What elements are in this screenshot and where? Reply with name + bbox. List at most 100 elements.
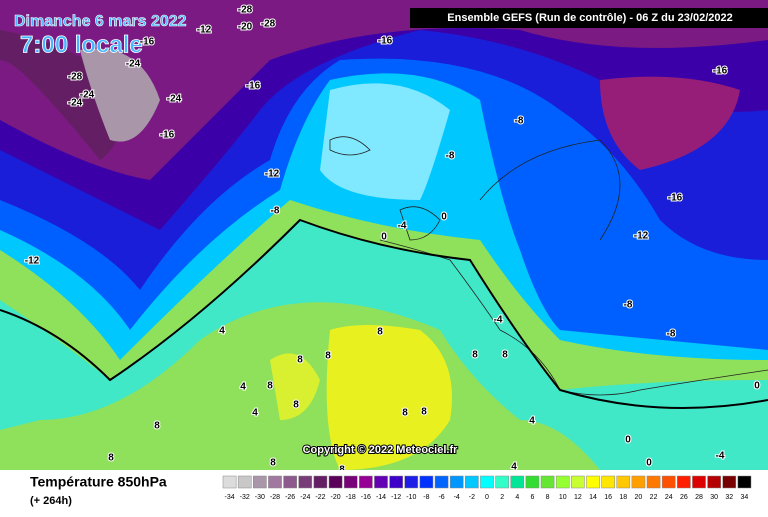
contour-label: -8 [515,116,524,127]
scale-label: -28 [270,494,280,501]
contour-label: -12 [197,25,212,36]
contour-label: 4 [529,416,535,427]
contour-label: 8 [293,400,299,411]
contour-label: 4 [240,382,246,393]
color-scale: -34 -32 -30 -28 -26 -24 -22 -20 -18 -16 -14 -12 -10-… [222,475,752,501]
scale-label: 32 [725,494,733,501]
contour-label: -12 [265,169,280,180]
contour-label: 8 [402,408,408,419]
contour-label: 8 [325,351,331,362]
contour-label: -16 [160,130,175,141]
scale-label: -6 [438,494,444,501]
run-box [410,8,768,28]
temperature-field [0,0,768,470]
contour-label: -20 [238,22,253,33]
contour-label: 0 [441,212,447,223]
scale-swatch [601,475,615,489]
scale-label: -26 [285,494,295,501]
contour-label: 8 [108,453,114,464]
scale-swatch [586,475,600,489]
contour-label: 8 [154,421,160,432]
contour-labels: -28-20 -28-12-16-28-24-24-24 -24-16-16-16-… [24,4,761,477]
scale-swatch [495,475,509,489]
contour-label: -24 [167,94,182,105]
contour-label: 4 [252,408,258,419]
scale-label: -4 [454,494,460,501]
contour-label: -8 [446,151,455,162]
contour-label: -24 [68,98,83,109]
scale-swatch [510,475,525,489]
scale-swatch [404,475,419,489]
scale-swatch [359,475,373,489]
scale-swatch [328,475,343,489]
copyright: Copyright © 2022 Meteociel.fr [303,444,459,456]
scale-swatch [480,475,494,489]
scale-label: 34 [741,494,749,501]
contour-label: -16 [668,193,683,204]
contour-label: -28 [238,5,253,16]
scale-swatch [434,475,449,489]
contour-label: 0 [625,435,631,446]
scale-label: 4 [515,494,519,501]
variable-name: Température 850hPa [30,474,167,490]
scale-swatch [737,475,752,489]
contour-label: -12 [634,231,649,242]
scale-swatch [555,475,570,489]
contour-label: -16 [378,36,393,47]
scale-swatch [268,475,282,489]
scale-label: 8 [546,494,550,501]
scale-label: -30 [255,494,265,501]
contour-label: 4 [219,326,225,337]
scale-label: -14 [376,494,386,501]
coastlines [329,136,768,396]
contour-label: -16 [713,66,728,77]
scale-swatch [571,475,585,489]
date-title: Dimanche 6 mars 2022 [14,13,187,30]
contour-label: -16 [140,37,155,48]
scale-label: -24 [300,494,310,501]
scale-label: 10 [559,494,567,501]
scale-swatch [465,475,479,489]
scale-label: -18 [346,494,356,501]
contour-label: 8 [297,355,303,366]
contour-label: -8 [624,300,633,311]
scale-label: 22 [650,494,658,501]
contour-label: 0 [646,458,652,469]
scale-swatch [374,475,388,489]
scale-swatch [540,475,555,489]
scale-swatch [707,475,721,489]
contour-label: 8 [377,327,383,338]
scale-label: -20 [331,494,341,501]
contour-label: 8 [421,407,427,418]
contour-label: 0 [754,381,760,392]
scale-label: -12 [391,494,401,501]
scale-label: -32 [240,494,250,501]
lead-time: (+ 264h) [30,495,72,507]
scale-swatch [631,475,646,489]
scale-swatch [313,475,328,489]
scale-label: 30 [710,494,718,501]
scale-swatch [389,475,403,489]
scale-label: 14 [589,494,597,501]
scale-swatch [283,475,297,489]
scale-swatch [661,475,676,489]
scale-label: 20 [635,494,643,501]
scale-label: 24 [665,494,673,501]
scale-swatch [449,475,464,489]
contour-label: -24 [126,59,141,70]
scale-label: -2 [469,494,475,501]
scale-label: 28 [695,494,703,501]
scale-label: 6 [530,494,534,501]
scale-label: 16 [604,494,612,501]
contour-label: -28 [68,72,83,83]
contour-label: -4 [494,315,503,326]
contour-label: -12 [25,256,40,267]
contour-label: 8 [267,381,273,392]
scale-label: 0 [485,494,489,501]
scale-swatch [677,475,691,489]
contour-label: -28 [261,19,276,30]
contour-label: 8 [502,350,508,361]
contour-label: 0 [381,232,387,243]
scale-label: -22 [315,494,325,501]
